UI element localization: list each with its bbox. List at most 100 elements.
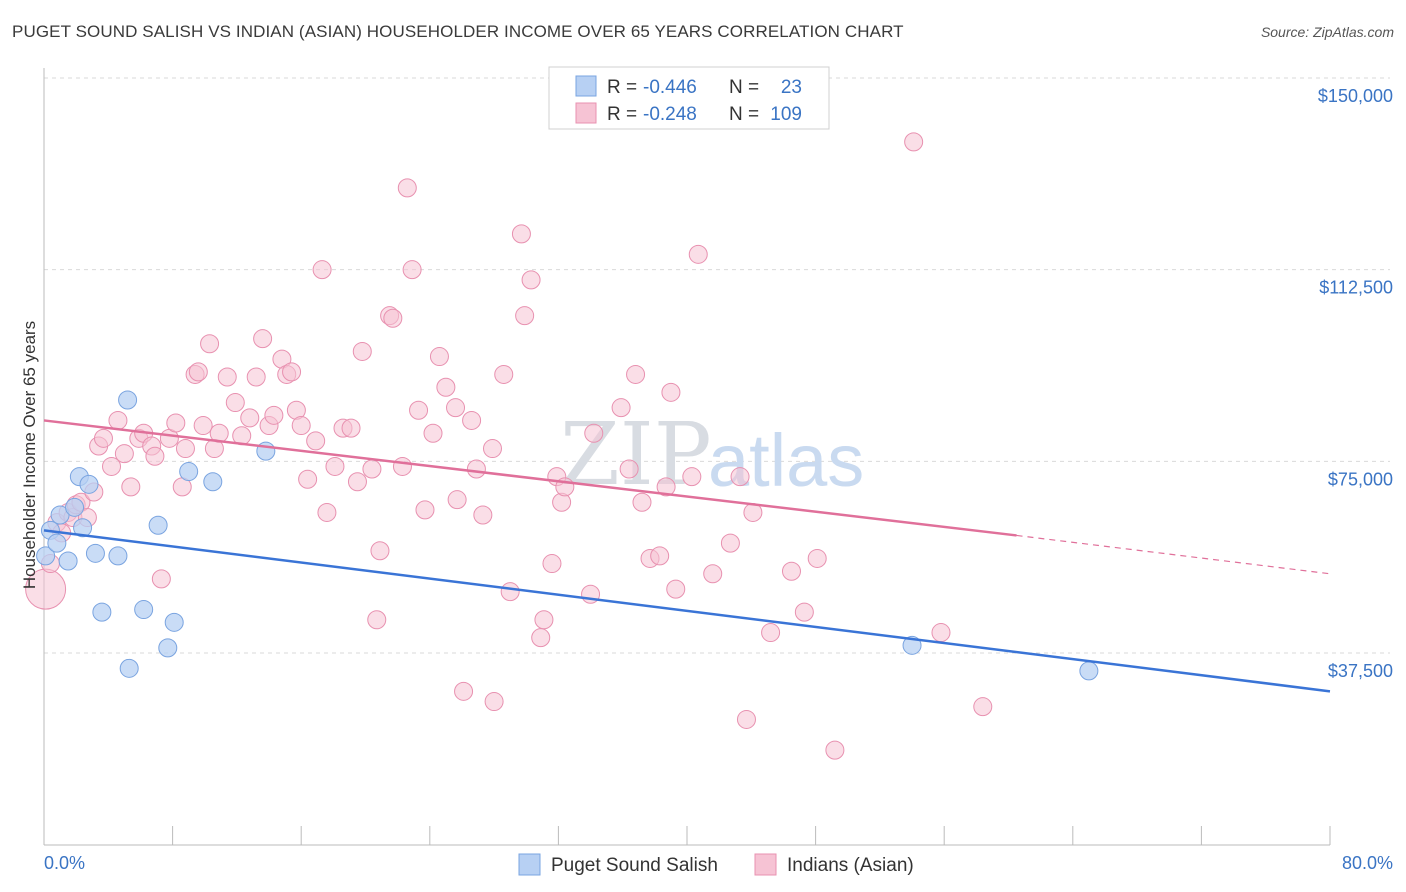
point-indians-asian-90: [632, 492, 652, 512]
point-indians-asian-64: [429, 347, 449, 367]
point-indians-asian-61: [409, 400, 429, 420]
legend-swatch-pink: [575, 102, 597, 124]
point-puget-sound-salish-9: [85, 543, 105, 563]
point-indians-asian-43: [291, 416, 311, 436]
point-indians-asian-38: [264, 405, 284, 425]
point-indians-asian-88: [619, 459, 639, 479]
point-indians-asian-105: [794, 602, 814, 622]
point-indians-asian-108: [904, 132, 924, 152]
point-puget-sound-salish-8: [79, 474, 99, 494]
point-indians-asian-31: [217, 367, 237, 387]
point-indians-asian-70: [466, 459, 486, 479]
legend-n-value-2: 109: [770, 104, 802, 125]
trend-line-indians-asian: [43, 419, 1017, 537]
point-indians-asian-86: [584, 423, 604, 443]
point-indians-asian-50: [341, 418, 361, 438]
bottom-legend-swatch-blue: [518, 853, 541, 876]
point-indians-asian-45: [306, 431, 326, 451]
legend-n-value-1: 23: [781, 77, 802, 98]
point-indians-asian-63: [423, 423, 443, 443]
point-indians-asian-80: [534, 610, 554, 630]
legend-swatch-blue: [575, 75, 597, 97]
point-indians-asian-34: [240, 408, 260, 428]
point-indians-asian-57: [383, 308, 403, 328]
point-indians-asian-27: [193, 416, 213, 436]
chart-source: Source: ZipAtlas.com: [1260, 24, 1394, 40]
point-indians-asian-47: [317, 502, 337, 522]
point-indians-asian-48: [325, 456, 345, 476]
trend-lines: [43, 419, 1331, 693]
point-puget-sound-salish-22: [1079, 661, 1099, 681]
point-indians-asian-67: [447, 490, 467, 510]
point-indians-asian-51: [347, 472, 367, 492]
point-indians-asian-20: [151, 569, 171, 589]
point-puget-sound-salish-17: [164, 612, 184, 632]
point-indians-asian-73: [484, 692, 504, 712]
point-indians-asian-92: [650, 546, 670, 566]
legend-n-label-1: N =: [729, 77, 759, 98]
point-indians-asian-54: [370, 541, 390, 561]
point-indians-asian-14: [114, 444, 134, 464]
point-indians-asian-75: [500, 582, 520, 602]
point-indians-asian-95: [666, 579, 686, 599]
series-legend: Puget Sound Salish Indians (Asian): [518, 853, 914, 876]
point-indians-asian-89: [626, 364, 646, 384]
point-indians-asian-19: [145, 446, 165, 466]
point-indians-asian-22: [166, 413, 186, 433]
point-indians-asian-41: [282, 362, 302, 382]
point-indians-asian-74: [494, 364, 514, 384]
point-indians-asian-109: [931, 623, 951, 643]
y-tick-labels: $37,500 $75,000 $112,500 $150,000: [1318, 86, 1393, 681]
point-indians-asian-53: [362, 459, 382, 479]
point-indians-asian-66: [446, 398, 466, 418]
point-puget-sound-salish-4: [58, 551, 78, 571]
point-indians-asian-101: [736, 709, 756, 729]
x-tick-label-0: 0.0%: [44, 853, 85, 873]
y-tick-label-2: $112,500: [1319, 278, 1393, 298]
point-indians-asian-83: [552, 492, 572, 512]
point-indians-asian-62: [415, 500, 435, 520]
point-indians-asian-87: [611, 398, 631, 418]
trend-extension-indians-asian: [1016, 534, 1331, 575]
point-puget-sound-salish-19: [203, 472, 223, 492]
point-indians-asian-58: [392, 456, 412, 476]
x-tick-label-1: 80.0%: [1342, 853, 1393, 873]
point-indians-asian-71: [473, 505, 493, 525]
chart-title: PUGET SOUND SALISH VS INDIAN (ASIAN) HOU…: [12, 22, 904, 41]
axes: [43, 68, 1331, 846]
point-puget-sound-salish-18: [179, 462, 199, 482]
point-puget-sound-salish-15: [148, 515, 168, 535]
bottom-legend-label-blue: Puget Sound Salish: [551, 855, 718, 876]
x-tick-labels: 0.0% 80.0%: [44, 853, 1393, 873]
point-puget-sound-salish-11: [108, 546, 128, 566]
legend-r-value-1: -0.446: [643, 77, 697, 98]
point-indians-asian-99: [720, 533, 740, 553]
point-indians-asian-94: [661, 382, 681, 402]
point-indians-asian-104: [781, 561, 801, 581]
point-indians-asian-65: [436, 377, 456, 397]
point-indians-asian-15: [121, 477, 141, 497]
y-tick-label-1: $75,000: [1328, 469, 1393, 489]
point-indians-asian-98: [703, 564, 723, 584]
point-indians-asian-100: [730, 467, 750, 487]
point-indians-asian-72: [482, 439, 502, 459]
point-indians-asian-106: [807, 548, 827, 568]
y-tick-label-0: $37,500: [1328, 661, 1393, 681]
point-puget-sound-salish-10: [92, 602, 112, 622]
legend-r-label-1: R =: [607, 77, 637, 98]
point-indians-asian-81: [542, 554, 562, 574]
bottom-legend-label-pink: Indians (Asian): [787, 855, 914, 876]
trend-line-puget-sound-salish: [43, 529, 1331, 693]
legend-r-label-2: R =: [607, 104, 637, 125]
point-indians-asian-110: [973, 697, 993, 717]
y-tick-label-3: $150,000: [1318, 86, 1393, 106]
point-indians-asian-68: [454, 681, 474, 701]
point-indians-asian-77: [515, 306, 535, 326]
point-indians-asian-55: [367, 610, 387, 630]
point-indians-asian-11: [93, 428, 113, 448]
point-puget-sound-salish-12: [118, 390, 138, 410]
point-puget-sound-salish-13: [119, 658, 139, 678]
point-puget-sound-salish-5: [65, 497, 85, 517]
point-puget-sound-salish-21: [902, 635, 922, 655]
